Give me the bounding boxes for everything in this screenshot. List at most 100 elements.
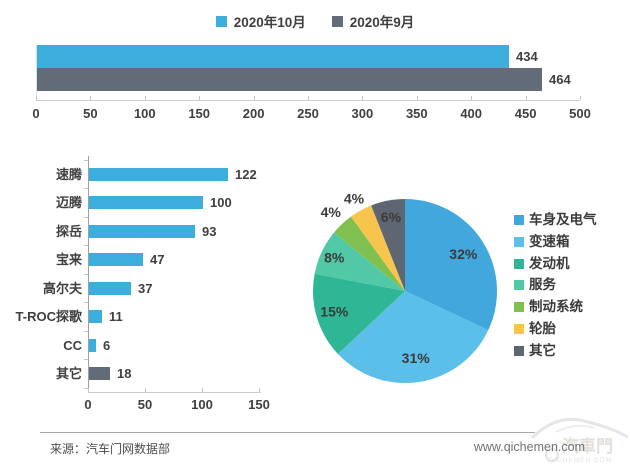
legend-swatch-icon <box>514 258 524 269</box>
bar-value-label: 6 <box>103 337 111 353</box>
pie-slice-服务 <box>314 232 405 291</box>
category-label-迈腾: 迈腾 <box>55 195 82 210</box>
bar-value-label: 122 <box>235 166 257 182</box>
bar-value-label: 434 <box>516 49 538 64</box>
axis-tick-label: 200 <box>242 106 265 121</box>
category-label-T-ROC探歌: T-ROC探歌 <box>15 309 82 324</box>
axis-tick <box>145 388 146 392</box>
source-label: 来源：汽车门网数据部 <box>50 442 171 456</box>
pie-legend-label: 其它 <box>529 342 556 358</box>
legend-swatch-icon <box>331 15 343 27</box>
axis-tick-label: 0 <box>32 106 40 121</box>
pie-legend-label: 制动系统 <box>529 299 583 315</box>
axis-tick-label: 50 <box>137 397 153 412</box>
category-tick <box>84 387 88 389</box>
legend-swatch-icon <box>514 215 524 225</box>
bar-速腾 <box>89 167 228 181</box>
svg-text:汽車門: 汽車門 <box>562 436 613 456</box>
bar-高尔夫 <box>89 281 131 295</box>
bar-value-label: 37 <box>138 280 153 296</box>
pie-slice-其它 <box>371 199 405 291</box>
category-label-速腾: 速腾 <box>55 166 82 182</box>
axis-tick <box>471 96 473 100</box>
axis-tick <box>580 96 581 100</box>
bar-其它 <box>89 367 110 380</box>
svg-text:QICHEMEN.COM: QICHEMEN.COM <box>548 457 612 464</box>
axis-tick <box>199 96 201 100</box>
bar-CC <box>89 338 96 352</box>
axis-tick-label: 250 <box>297 106 319 121</box>
top-legend-item: 2020年10月 <box>215 11 306 31</box>
pie-percent-label: 8% <box>324 250 345 266</box>
axis-tick <box>90 96 92 100</box>
pie-percent-label: 6% <box>381 209 402 225</box>
category-tick <box>84 273 88 275</box>
pie-slice-车身及电气 <box>405 199 497 331</box>
pie-percent-label: 4% <box>321 204 342 220</box>
qichemen-watermark: 汽車門 QICHEMEN.COM <box>530 417 629 464</box>
pie-percent-label: 4% <box>344 190 365 206</box>
axis-tick-label: 150 <box>188 106 211 121</box>
category-label-CC: CC <box>63 337 82 353</box>
bar-value-label: 11 <box>109 309 123 324</box>
pie-legend-label: 发动机 <box>529 255 570 271</box>
axis-tick <box>202 388 203 392</box>
top-chart-legend: 2020年10月 2020年9月 <box>0 11 630 31</box>
bar-value-label: 100 <box>210 195 232 210</box>
axis-tick <box>259 388 260 392</box>
legend-swatch-icon <box>514 236 524 247</box>
category-tick <box>84 245 88 247</box>
axis-tick <box>525 96 527 100</box>
axis-tick <box>88 388 89 392</box>
axis-tick <box>144 96 146 100</box>
pie-slice-轮胎 <box>350 205 405 291</box>
bar-探岳 <box>89 224 195 238</box>
bar-T-ROC探歌 <box>89 310 102 323</box>
bar-value-label: 93 <box>202 223 217 239</box>
category-label-其它: 其它 <box>55 366 82 381</box>
legend-label: 2020年10月 <box>233 15 306 30</box>
left-y-axis <box>88 156 89 392</box>
footer-divider <box>40 432 535 433</box>
axis-tick-label: 300 <box>351 106 374 121</box>
pie-slice-变速箱 <box>337 291 489 384</box>
category-label-宝来: 宝来 <box>55 252 82 267</box>
legend-swatch-icon <box>514 280 524 291</box>
category-label-探岳: 探岳 <box>55 223 82 239</box>
top-legend-item: 2020年9月 <box>331 11 415 31</box>
pie-percent-label: 15% <box>320 304 349 320</box>
bar-value-label: 47 <box>150 252 165 267</box>
legend-swatch-icon <box>514 324 524 334</box>
axis-tick-label: 50 <box>83 106 98 121</box>
website-label: www.qichemen.com <box>473 440 585 454</box>
bar-2020年10月 <box>37 45 509 68</box>
legend-label: 2020年9月 <box>349 15 415 30</box>
axis-tick <box>416 96 418 100</box>
bar-迈腾 <box>89 196 203 209</box>
bar-2020年9月 <box>37 68 542 91</box>
pie-percent-label: 32% <box>449 246 478 262</box>
axis-tick <box>36 96 37 100</box>
category-label-高尔夫: 高尔夫 <box>42 280 82 296</box>
axis-tick <box>362 96 364 100</box>
axis-tick-label: 500 <box>569 106 591 121</box>
pie-legend-label: 车身及电气 <box>529 212 597 227</box>
category-tick <box>84 302 88 304</box>
axis-tick-label: 400 <box>460 106 483 121</box>
bar-value-label: 464 <box>549 72 571 87</box>
pie-chart: 32% 31% 15% 8% 4%4% 6% <box>312 190 497 384</box>
category-tick <box>84 188 88 190</box>
pie-slice-制动系统 <box>334 216 405 291</box>
pie-slice-发动机 <box>312 273 405 354</box>
legend-swatch-icon <box>514 345 524 356</box>
bar-value-label: 18 <box>117 366 132 381</box>
axis-tick-label: 100 <box>191 397 213 412</box>
pie-legend-label: 变速箱 <box>529 233 570 249</box>
legend-swatch-icon <box>514 302 524 313</box>
top-x-axis <box>36 100 580 101</box>
axis-tick-label: 450 <box>514 106 537 121</box>
bar-宝来 <box>89 253 143 266</box>
